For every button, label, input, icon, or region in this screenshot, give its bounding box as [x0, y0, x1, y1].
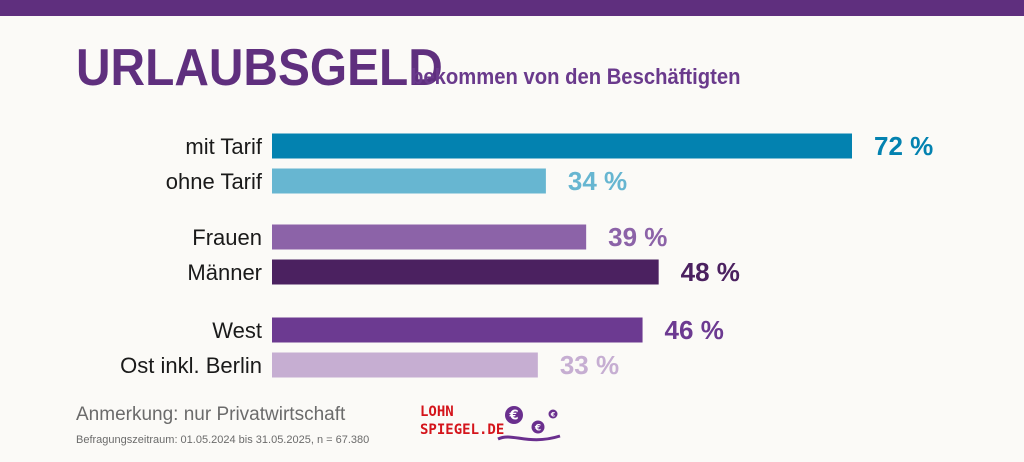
- bar-1: [272, 168, 546, 194]
- value-label-4: 46 %: [665, 315, 724, 345]
- category-label-3: Männer: [187, 260, 262, 285]
- lohnspiegel-logo[interactable]: LOHN SPIEGEL.DE € € €: [420, 402, 570, 448]
- survey-period: Befragungszeitraum: 01.05.2024 bis 31.05…: [76, 434, 370, 446]
- top-accent-bar: [0, 0, 1024, 16]
- category-label-5: Ost inkl. Berlin: [120, 353, 262, 378]
- bar-2: [272, 224, 587, 250]
- value-label-2: 39 %: [608, 222, 667, 252]
- bar-5: [272, 352, 538, 378]
- category-label-0: mit Tarif: [185, 134, 262, 159]
- coin-symbol-2: €: [534, 424, 541, 434]
- value-label-0: 72 %: [874, 131, 933, 161]
- euro-coins-icon: € € €: [497, 406, 561, 442]
- footnote: Anmerkung: nur Privatwirtschaft: [76, 404, 346, 425]
- value-label-5: 33 %: [560, 350, 619, 380]
- coin-symbol-3: €: [550, 411, 556, 419]
- bar-3: [272, 259, 659, 285]
- chart-title: URLAUBSGELD: [76, 39, 443, 97]
- chart-subtitle: bekommen von den Beschäftigten: [411, 64, 741, 89]
- value-label-3: 48 %: [681, 257, 740, 287]
- logo-text-line2: SPIEGEL.DE: [420, 422, 505, 438]
- category-label-2: Frauen: [192, 225, 262, 250]
- bar-0: [272, 133, 852, 159]
- value-label-1: 34 %: [568, 166, 627, 196]
- coin-symbol-1: €: [508, 409, 518, 424]
- logo-text-line1: LOHN: [420, 404, 454, 420]
- bar-4: [272, 317, 643, 343]
- category-label-1: ohne Tarif: [166, 169, 263, 194]
- category-label-4: West: [212, 318, 262, 343]
